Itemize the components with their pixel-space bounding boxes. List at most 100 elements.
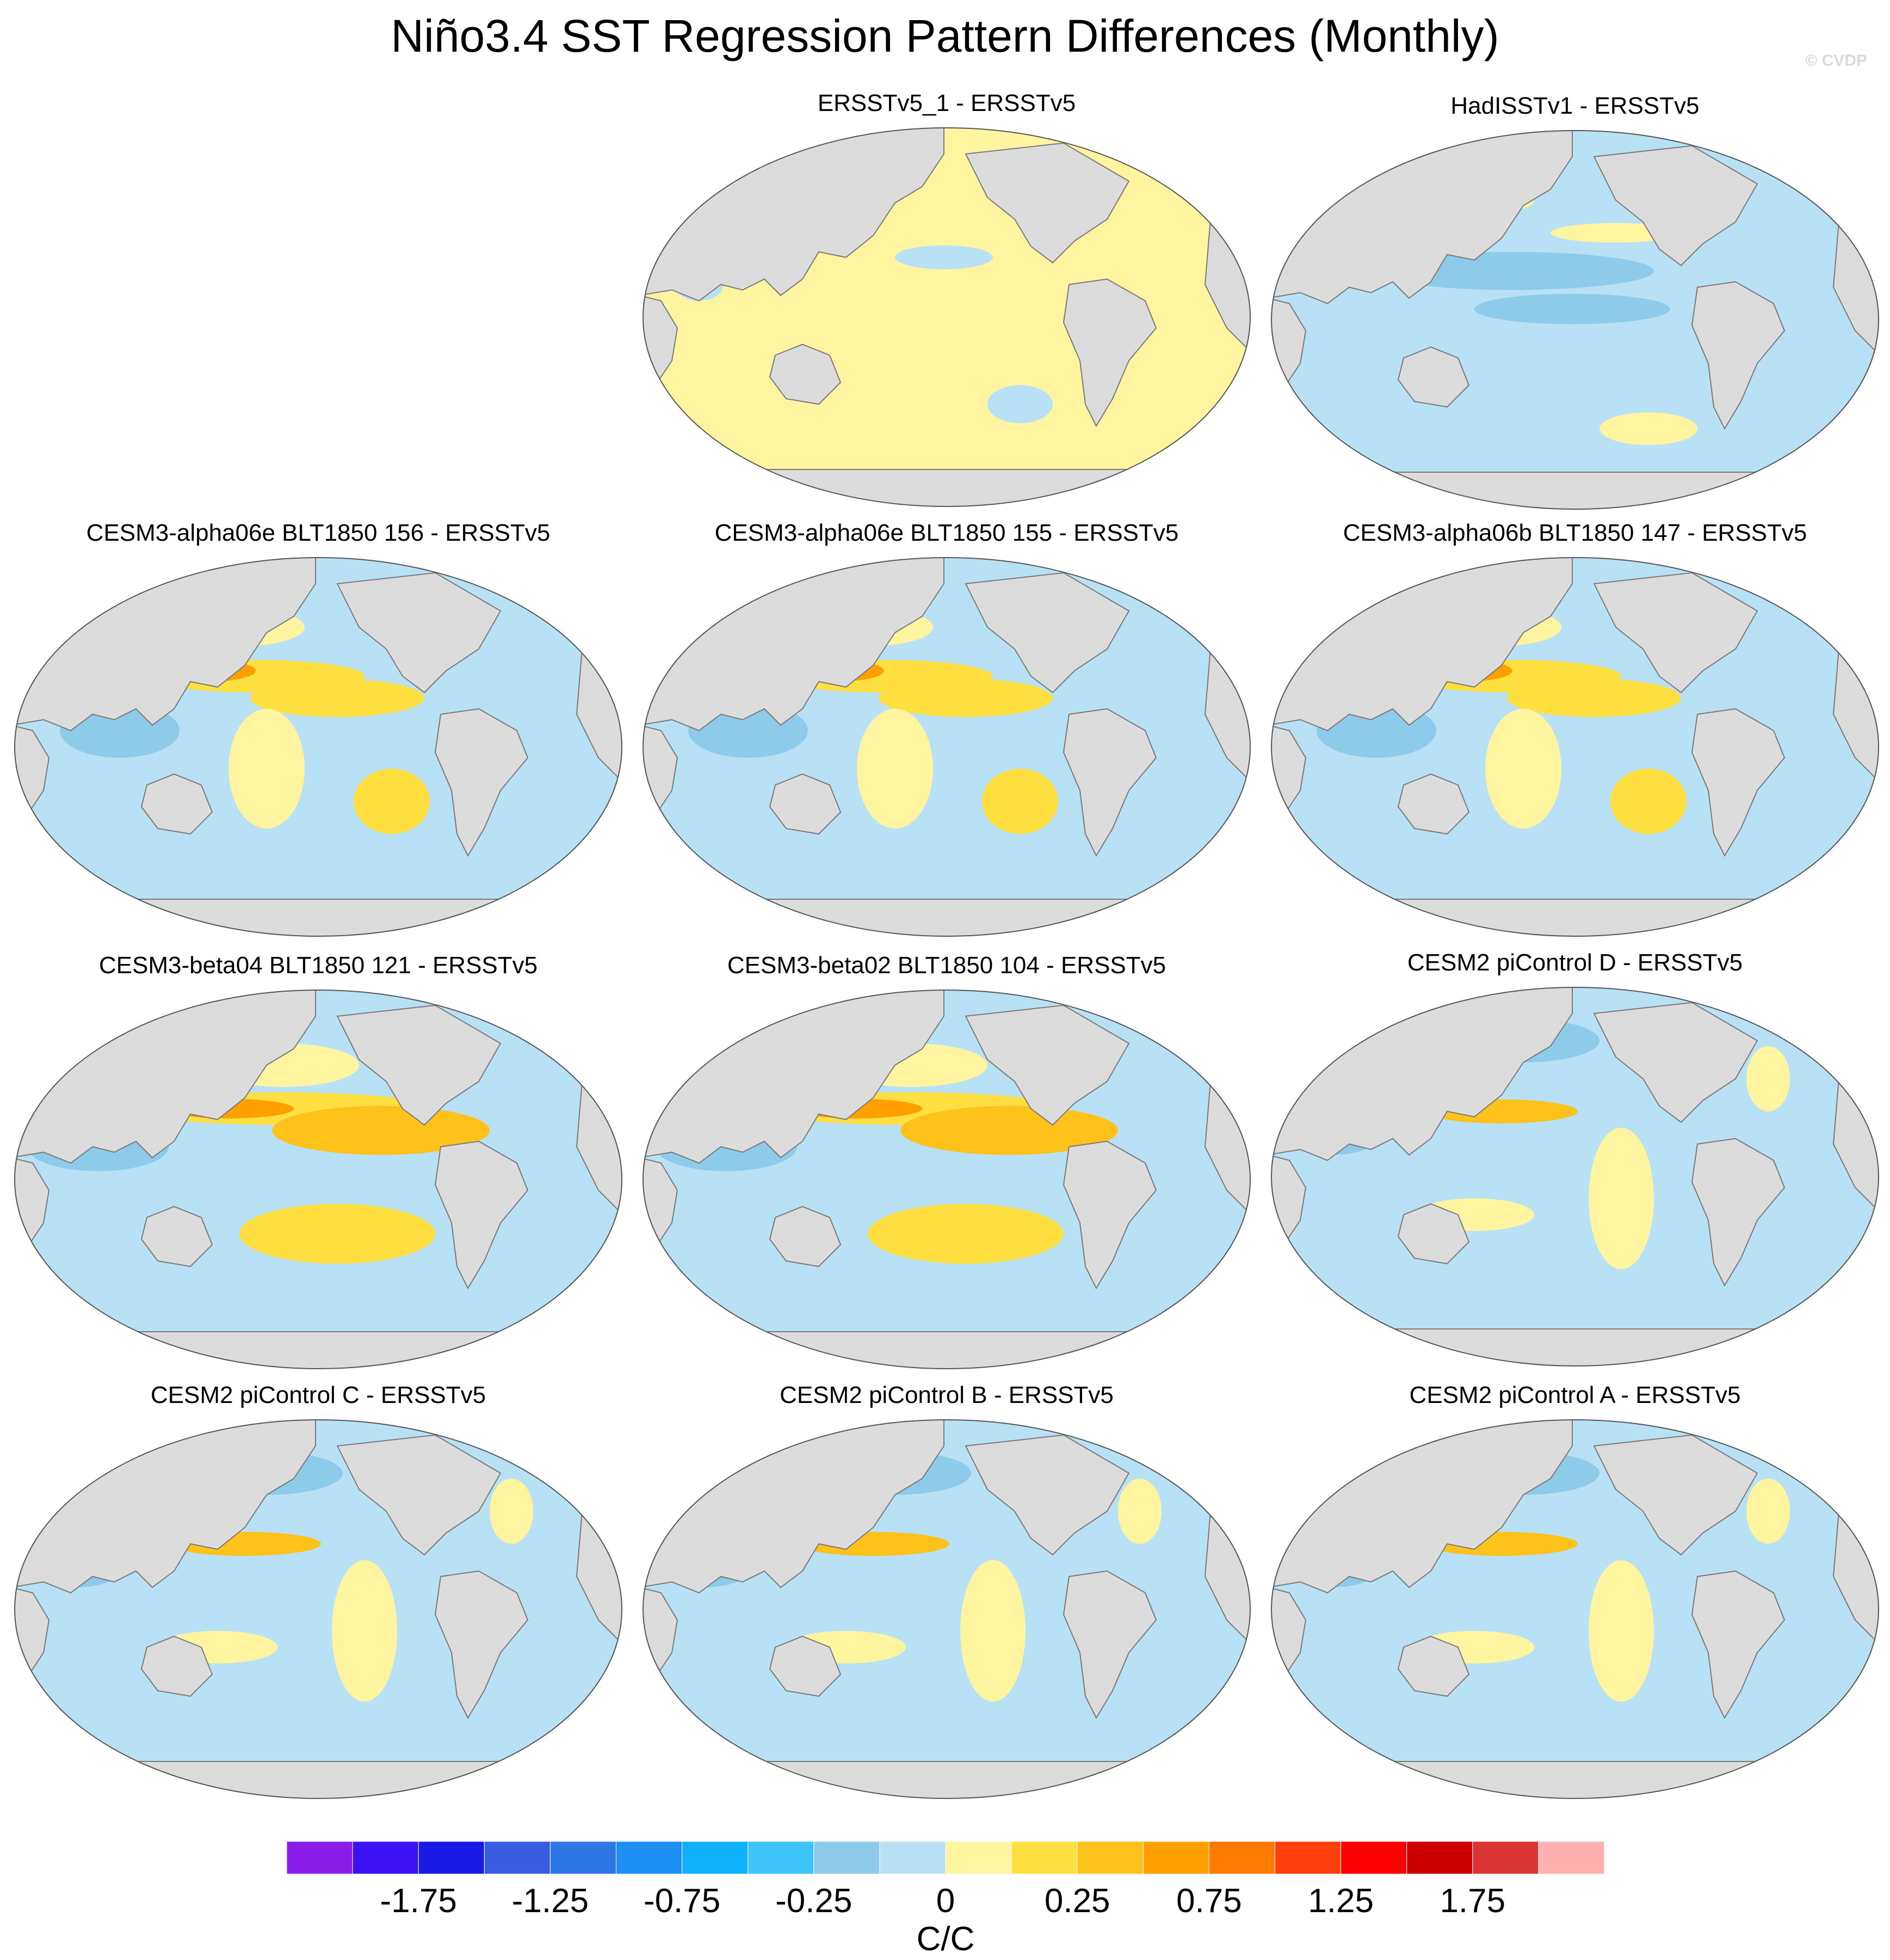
colorbar-swatch <box>616 1841 683 1875</box>
panel-title: CESM3-beta04 BLT1850 121 - ERSSTv5 <box>98 952 538 979</box>
positive-anomaly <box>982 769 1058 834</box>
panel-title: CESM2 piControl D - ERSSTv5 <box>1407 949 1743 976</box>
colorbar-swatch <box>1472 1841 1539 1875</box>
map-border <box>643 557 1251 937</box>
map-panel: HadISSTv1 - ERSSTv5 <box>1265 92 1885 522</box>
positive-anomaly <box>250 679 424 717</box>
negative-anomaly <box>987 385 1053 423</box>
panel-title: CESM3-beta02 BLT1850 104 - ERSSTv5 <box>727 952 1166 979</box>
positive-anomaly <box>1610 769 1687 834</box>
panel-title: CESM2 piControl B - ERSSTv5 <box>780 1382 1114 1408</box>
figure-title: Niño3.4 SST Regression Pattern Differenc… <box>391 10 1499 61</box>
robinson-map <box>1271 557 1879 937</box>
positive-anomaly <box>900 1106 1118 1155</box>
colorbar-swatch <box>1341 1841 1407 1875</box>
colorbar-swatch <box>879 1841 946 1875</box>
panel-title: CESM3-alpha06e BLT1850 156 - ERSSTv5 <box>86 520 551 546</box>
map-border <box>1271 130 1879 510</box>
panel-title: HadISSTv1 - ERSSTv5 <box>1450 92 1700 119</box>
map-panel: ERSSTv5_1 - ERSSTv5 <box>637 90 1257 520</box>
colorbar-swatch <box>682 1841 749 1875</box>
cvdp-watermark: © CVDP <box>1805 52 1867 70</box>
robinson-map <box>14 557 622 937</box>
map-panel: CESM2 piControl A - ERSSTv5 <box>1265 1382 1885 1811</box>
colorbar-swatch <box>748 1841 814 1875</box>
panel-title: CESM2 piControl A - ERSSTv5 <box>1409 1382 1741 1408</box>
positive-anomaly <box>879 679 1053 717</box>
map-panel: CESM2 piControl C - ERSSTv5 <box>8 1382 628 1811</box>
positive-anomaly <box>228 709 305 828</box>
positive-anomaly <box>1589 1560 1654 1702</box>
colorbar-tick-label: 1.25 <box>1308 1882 1374 1920</box>
map-border <box>1271 1419 1879 1799</box>
robinson-map <box>1271 1419 1879 1799</box>
map-border <box>643 127 1251 507</box>
negative-anomaly <box>1474 294 1670 324</box>
map-panel: CESM3-beta02 BLT1850 104 - ERSSTv5 <box>637 952 1257 1382</box>
panel-title: ERSSTv5_1 - ERSSTv5 <box>817 90 1076 116</box>
colorbar-swatch <box>1275 1841 1342 1875</box>
colorbar: -1.75 -1.25 -0.75 -0.25 0 0.25 0.75 1.25 1.75 C/C <box>286 1841 1605 1958</box>
positive-anomaly <box>1118 1479 1162 1544</box>
colorbar-swatch <box>1538 1841 1605 1875</box>
colorbar-swatch <box>286 1841 353 1875</box>
panel-title: CESM2 piControl C - ERSSTv5 <box>150 1382 486 1408</box>
map-panel: CESM2 piControl B - ERSSTv5 <box>637 1382 1257 1811</box>
map-panel: CESM3-alpha06b BLT1850 147 - ERSSTv5 <box>1265 520 1885 949</box>
positive-anomaly <box>272 1106 490 1155</box>
negative-anomaly <box>895 245 993 269</box>
colorbar-swatch <box>1208 1841 1275 1875</box>
colorbar-swatch <box>1142 1841 1209 1875</box>
positive-anomaly <box>1507 679 1681 717</box>
map-border <box>1271 987 1879 1367</box>
colorbar-swatch <box>813 1841 880 1875</box>
positive-anomaly <box>354 769 430 834</box>
colorbar-tick-label: -1.75 <box>380 1882 457 1920</box>
colorbar-tick-label: 0.25 <box>1045 1882 1110 1920</box>
map-border <box>1271 557 1879 937</box>
robinson-map <box>1271 130 1879 510</box>
positive-anomaly <box>1746 1479 1790 1544</box>
map-panel: CESM3-alpha06e BLT1850 156 - ERSSTv5 <box>8 520 628 949</box>
colorbar-swatch <box>418 1841 485 1875</box>
colorbar-swatch <box>1011 1841 1078 1875</box>
robinson-map <box>1271 987 1879 1367</box>
colorbar-swatch <box>1077 1841 1144 1875</box>
positive-anomaly <box>490 1479 533 1544</box>
positive-anomaly <box>1485 709 1561 828</box>
robinson-map <box>643 557 1251 937</box>
map-border <box>643 1419 1251 1799</box>
colorbar-swatch <box>484 1841 551 1875</box>
positive-anomaly <box>239 1204 435 1264</box>
colorbar-tick-label: -0.25 <box>775 1882 852 1920</box>
map-panel: CESM3-beta04 BLT1850 121 - ERSSTv5 <box>8 952 628 1382</box>
map-panel: CESM3-alpha06e BLT1850 155 - ERSSTv5 <box>637 520 1257 949</box>
positive-anomaly <box>857 709 933 828</box>
map-panel: CESM2 piControl D - ERSSTv5 <box>1265 949 1885 1379</box>
colorbar-tick-label: 1.75 <box>1440 1882 1505 1920</box>
robinson-map <box>14 990 622 1369</box>
positive-anomaly <box>960 1560 1026 1702</box>
panel-title: CESM3-alpha06e BLT1850 155 - ERSSTv5 <box>714 520 1179 546</box>
colorbar-tick-label: 0.75 <box>1176 1882 1242 1920</box>
colorbar-swatch <box>549 1841 617 1875</box>
colorbar-tick-label: -0.75 <box>644 1882 720 1920</box>
colorbar-tick-label: -1.25 <box>512 1882 589 1920</box>
map-border <box>643 990 1251 1369</box>
positive-anomaly <box>868 1204 1064 1264</box>
colorbar-unit-label: C/C <box>917 1920 975 1958</box>
robinson-map <box>14 1419 622 1799</box>
positive-anomaly <box>1589 1128 1654 1269</box>
robinson-map <box>643 127 1251 507</box>
robinson-map <box>643 1419 1251 1799</box>
colorbar-swatch <box>352 1841 419 1875</box>
panel-title: CESM3-alpha06b BLT1850 147 - ERSSTv5 <box>1343 520 1807 546</box>
colorbar-swatch <box>1406 1841 1473 1875</box>
map-border <box>14 1419 622 1799</box>
map-border <box>14 990 622 1369</box>
positive-anomaly <box>1599 412 1697 445</box>
robinson-map <box>643 990 1251 1369</box>
positive-anomaly <box>1746 1046 1790 1111</box>
map-border <box>14 557 622 937</box>
positive-anomaly <box>332 1560 397 1702</box>
